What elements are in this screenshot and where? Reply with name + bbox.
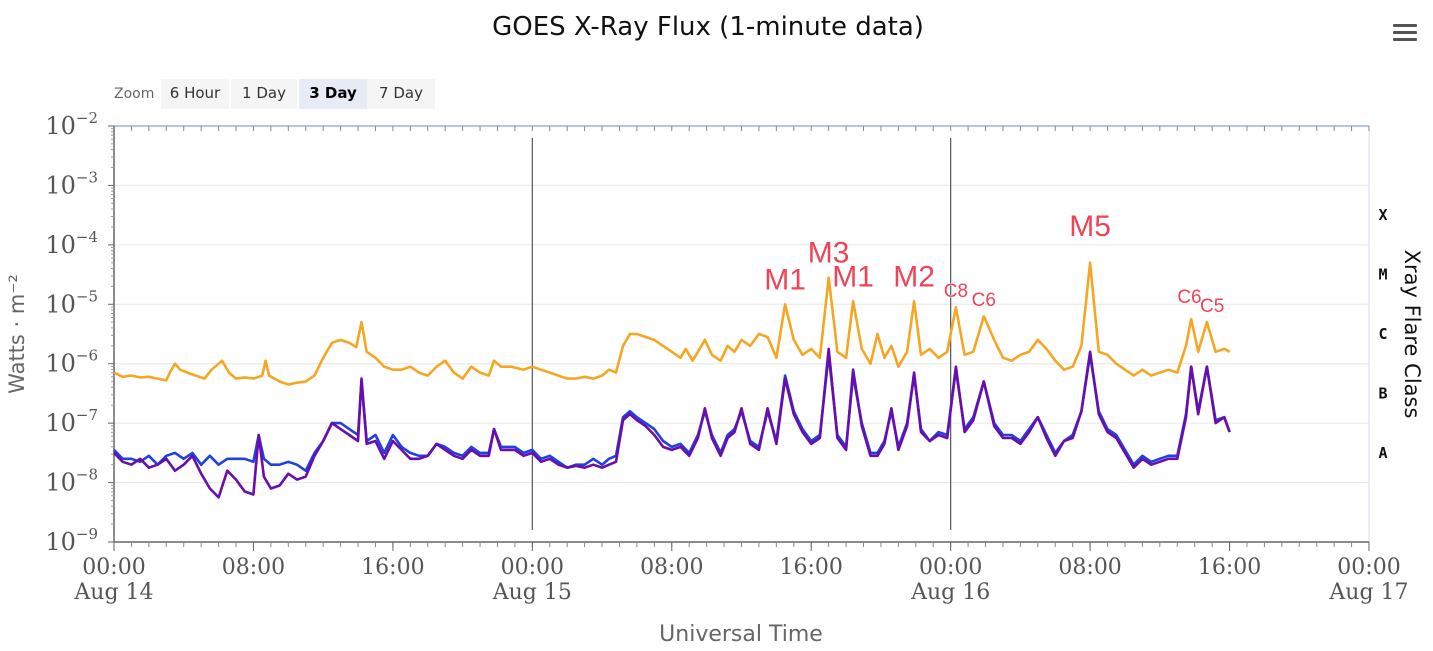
day-separator-lines <box>531 138 952 530</box>
chart-menu-icon[interactable] <box>1390 20 1420 46</box>
flare-annotation: M1 <box>764 263 806 296</box>
x-tick-time-label: 00:00 <box>501 555 564 580</box>
zoom-6-hour-button[interactable]: 6 Hour <box>161 79 229 109</box>
y2-axis-title: Xray Flare Class <box>1400 250 1424 419</box>
x-tick-date-label: Aug 16 <box>910 580 990 605</box>
x-tick-time-label: 16:00 <box>780 555 843 580</box>
y-tick-label: 10−6 <box>45 347 98 378</box>
x-tick-time-label: 08:00 <box>1058 555 1121 580</box>
y-axis: 10−2 10−3 10−4 10−5 10−6 10−7 10−8 10−9 <box>45 109 115 556</box>
flare-annotation: M3 <box>808 237 850 270</box>
x-tick-time-label: 00:00 <box>919 555 982 580</box>
chart-title: GOES X-Ray Flux (1-minute data) <box>492 12 924 42</box>
flare-annotation: C5 <box>1200 296 1224 317</box>
y-axis-title: Watts · m⁻² <box>5 274 29 394</box>
flare-class-axis: X M C B A <box>1378 206 1387 462</box>
flare-class-label: X <box>1378 206 1387 224</box>
x-tick-time-label: 08:00 <box>222 555 285 580</box>
x-tick-time-label: 08:00 <box>640 555 703 580</box>
y-tick-label: 10−7 <box>45 406 98 437</box>
flare-class-label: B <box>1378 384 1387 402</box>
x-tick-time-label: 00:00 <box>1337 555 1400 580</box>
series-lines <box>113 261 1231 499</box>
y-tick-label: 10−3 <box>45 168 98 199</box>
y-tick-label: 10−8 <box>45 466 98 497</box>
x-tick-time-label: 16:00 <box>361 555 424 580</box>
zoom-7-day-button[interactable]: 7 Day <box>367 79 435 109</box>
y-tick-label: 10−9 <box>45 525 98 556</box>
series-line-1 <box>113 353 1231 472</box>
plot-area-border <box>113 125 1370 543</box>
flare-class-label: M <box>1378 266 1387 284</box>
zoom-1-day-button[interactable]: 1 Day <box>231 79 297 109</box>
zoom-label: Zoom <box>114 86 155 102</box>
flare-annotation: C8 <box>944 281 968 302</box>
x-tick-date-label: Aug 14 <box>73 580 153 605</box>
x-tick-time-label: 00:00 <box>82 555 145 580</box>
x-tick-date-label: Aug 17 <box>1328 580 1408 605</box>
zoom-3-day-button[interactable]: 3 Day <box>299 79 367 109</box>
x-tick-date-label: Aug 15 <box>492 580 572 605</box>
x-axis-title: Universal Time <box>659 622 823 647</box>
y-tick-label: 10−5 <box>45 287 98 318</box>
grid-lines <box>114 125 1369 543</box>
flare-annotation: M5 <box>1069 210 1111 243</box>
series-line-2 <box>113 347 1231 499</box>
series-line-0 <box>113 261 1231 386</box>
flare-class-label: A <box>1378 444 1387 462</box>
flare-annotation: C6 <box>1177 287 1201 308</box>
y-tick-label: 10−2 <box>45 109 98 140</box>
x-tick-time-label: 16:00 <box>1198 555 1261 580</box>
flare-annotation: C6 <box>972 290 996 311</box>
flare-annotation: M2 <box>893 260 935 293</box>
flare-class-label: C <box>1378 325 1387 343</box>
flare-annotation: M1 <box>832 260 874 293</box>
y-tick-label: 10−4 <box>45 228 98 259</box>
